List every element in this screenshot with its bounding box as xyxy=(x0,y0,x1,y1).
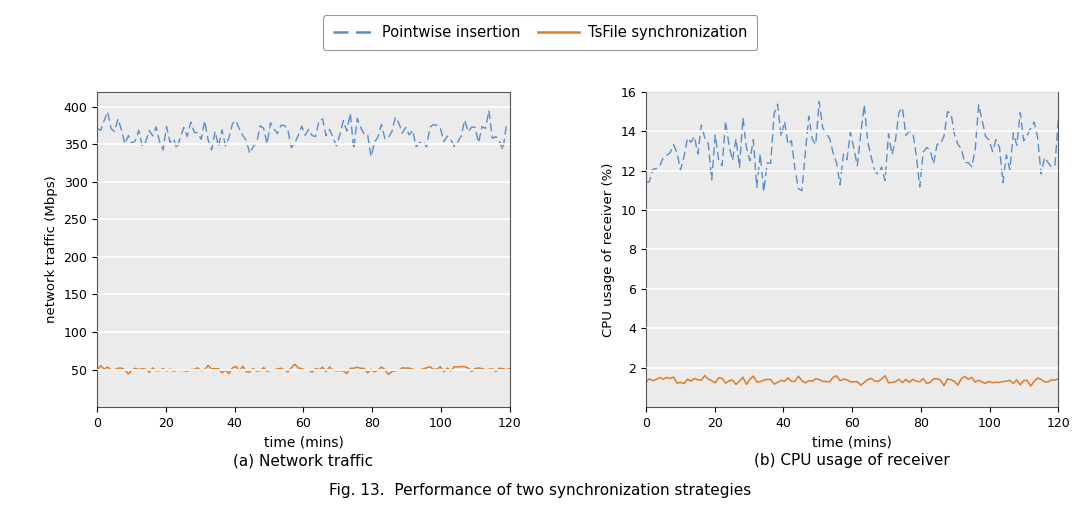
Text: (a) Network traffic: (a) Network traffic xyxy=(233,453,374,468)
X-axis label: time (mins): time (mins) xyxy=(812,436,892,449)
X-axis label: time (mins): time (mins) xyxy=(264,436,343,449)
Legend: Pointwise insertion, TsFile synchronization: Pointwise insertion, TsFile synchronizat… xyxy=(323,15,757,50)
Y-axis label: CPU usage of receiver (%): CPU usage of receiver (%) xyxy=(602,162,615,336)
Text: Fig. 13.  Performance of two synchronization strategies: Fig. 13. Performance of two synchronizat… xyxy=(329,483,751,498)
Text: (b) CPU usage of receiver: (b) CPU usage of receiver xyxy=(754,453,950,468)
Y-axis label: network traffic (Mbps): network traffic (Mbps) xyxy=(45,176,58,323)
